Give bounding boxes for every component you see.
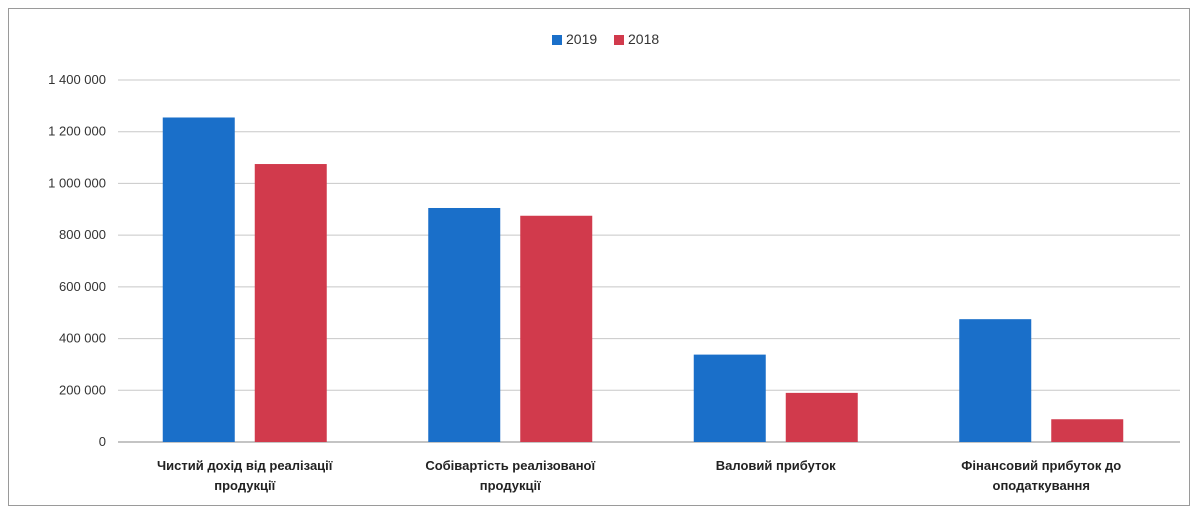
bar — [785, 392, 858, 442]
y-axis: 0 200 000 400 000 600 000 800 000 1 000 000 1 … — [48, 72, 106, 449]
x-category-label: Фінансовий прибуток до — [961, 458, 1121, 473]
x-category-label: продукції — [480, 478, 541, 493]
x-category-label: Валовий прибуток — [716, 458, 836, 473]
y-tick-label: 1 200 000 — [48, 124, 106, 139]
x-category-label: Собівартість реалізованої — [425, 458, 595, 473]
x-category-label: Чистий дохід від реалізації — [157, 458, 333, 473]
x-category-label: продукції — [214, 478, 275, 493]
bar — [428, 207, 501, 442]
legend-label: 2019 — [566, 31, 597, 47]
x-axis: Чистий дохід від реалізації продукції Собі… — [157, 458, 1121, 493]
bar — [959, 319, 1032, 442]
y-tick-label: 0 — [99, 434, 106, 449]
bar — [254, 164, 327, 443]
bars — [162, 117, 1124, 443]
y-tick-label: 1 000 000 — [48, 175, 106, 190]
legend-swatch — [614, 35, 624, 45]
legend-swatch — [552, 35, 562, 45]
bar — [162, 117, 235, 442]
y-tick-label: 600 000 — [59, 279, 106, 294]
y-tick-label: 200 000 — [59, 382, 106, 397]
x-category-label: оподаткування — [993, 478, 1091, 493]
legend: 2019 2018 — [552, 31, 659, 47]
bar — [693, 354, 766, 442]
y-tick-label: 800 000 — [59, 227, 106, 242]
y-tick-label: 400 000 — [59, 331, 106, 346]
legend-label: 2018 — [628, 31, 659, 47]
bar — [520, 215, 593, 442]
y-tick-label: 1 400 000 — [48, 72, 106, 87]
bar — [1051, 419, 1124, 442]
